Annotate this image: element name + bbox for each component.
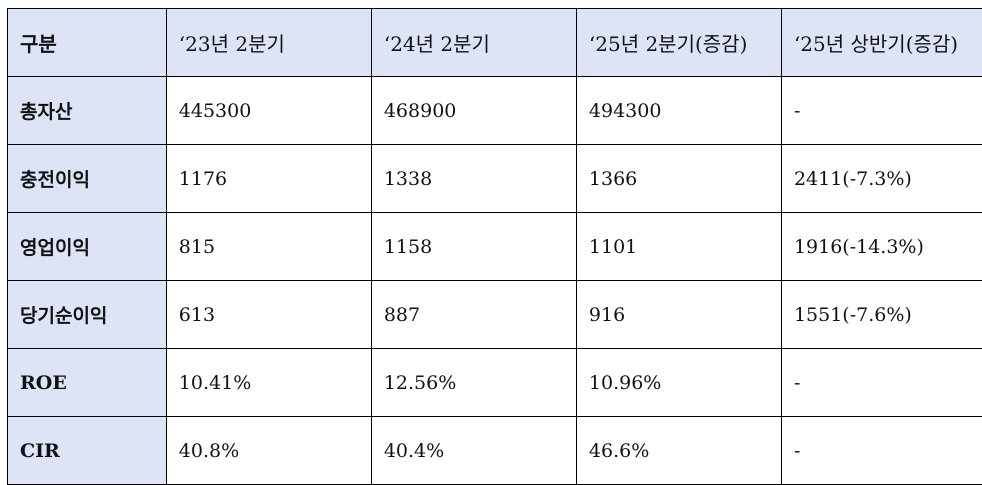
table-cell: 2411(-7.3%) xyxy=(780,144,982,213)
table-row: 총자산 445300 468900 494300- xyxy=(7,76,982,145)
column-header: ‘25년 상반기(증감) xyxy=(780,8,982,77)
table-cell: - xyxy=(780,348,982,417)
table-cell: - xyxy=(780,76,982,145)
column-header: 구분 xyxy=(7,8,167,77)
table-cell: 40.4% xyxy=(370,416,577,485)
table-cell: - xyxy=(780,416,982,485)
table-row: ROE 10.41% 12.56% 10.96% - xyxy=(7,348,982,417)
table-row: CIR 40.8% 40.4% 46.6% - xyxy=(7,416,982,485)
table-cell: 1338 xyxy=(370,144,577,213)
table-row: 충전이익 1176 1338 1366 2411(-7.3%) xyxy=(7,144,982,213)
table-cell: 46.6% xyxy=(575,416,782,485)
table-cell: 916 xyxy=(575,280,782,349)
table-cell: 1366 xyxy=(575,144,782,213)
row-label: 충전이익 xyxy=(7,144,167,213)
row-label: CIR xyxy=(7,416,167,485)
table-cell: 445300 xyxy=(165,76,372,145)
table-cell: 1916(-14.3%) xyxy=(780,212,982,281)
column-header: ‘24년 2분기 xyxy=(370,8,577,77)
column-header: ‘23년 2분기 xyxy=(165,8,372,77)
table-cell: 468900 xyxy=(370,76,577,145)
table-cell: 10.41% xyxy=(165,348,372,417)
table-cell: 613 xyxy=(165,280,372,349)
row-label: 총자산 xyxy=(7,76,167,145)
row-label: ROE xyxy=(7,348,167,417)
table-cell: 494300 xyxy=(575,76,782,145)
table-cell: 887 xyxy=(370,280,577,349)
table-cell: 1101 xyxy=(575,212,782,281)
table-row: 당기순이익 613 887 916 1551(-7.6%) xyxy=(7,280,982,349)
column-header: ‘25년 2분기(증감) xyxy=(575,8,782,77)
table-cell: 1551(-7.6%) xyxy=(780,280,982,349)
table-cell: 10.96% xyxy=(575,348,782,417)
header-row: 구분 ‘23년 2분기 ‘24년 2분기 ‘25년 2분기(증감) ‘25년 상반기(증… xyxy=(7,8,982,77)
table-cell: 12.56% xyxy=(370,348,577,417)
financial-table: 구분 ‘23년 2분기 ‘24년 2분기 ‘25년 2분기(증감) ‘25년 상반기(증… xyxy=(7,8,982,485)
table-cell: 40.8% xyxy=(165,416,372,485)
table-cell: 815 xyxy=(165,212,372,281)
row-label: 당기순이익 xyxy=(7,280,167,349)
table-row: 영업이익 815 1158 1101 1916(-14.3%) xyxy=(7,212,982,281)
table-cell: 1158 xyxy=(370,212,577,281)
table-cell: 1176 xyxy=(165,144,372,213)
row-label: 영업이익 xyxy=(7,212,167,281)
